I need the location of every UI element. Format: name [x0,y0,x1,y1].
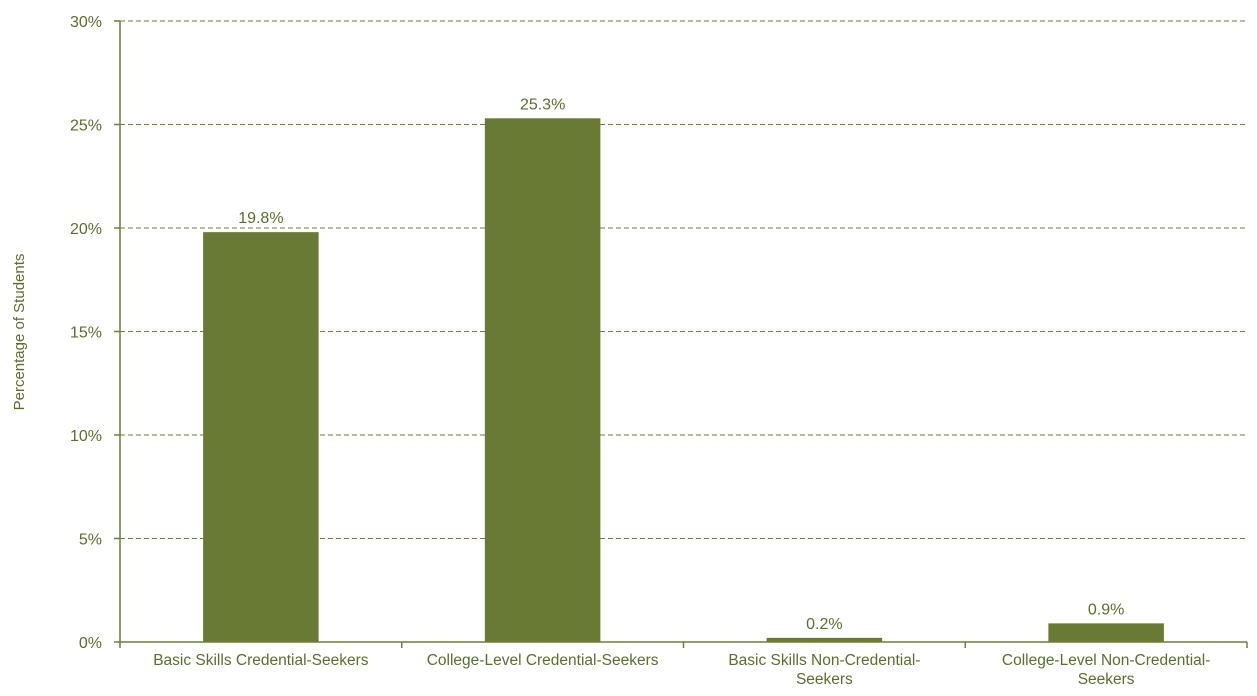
labels: 0% 5% 10% 15% 20% 25% 30% 19.8% Basic Skills Cre… [70,14,1210,688]
y-tick-label: 15% [70,325,102,342]
data-label: 25.3% [520,96,565,113]
y-axis-title: Percentage of Students [11,254,28,411]
y-tick-label: 30% [70,14,102,31]
category-label: College-Level Credential-Seekers [427,652,659,669]
bars [203,118,1164,643]
y-tick-label: 25% [70,118,102,135]
bar [203,232,319,642]
data-label: 19.8% [238,210,283,227]
bar [484,118,601,643]
y-tick-label: 0% [79,635,102,652]
bar [766,637,883,642]
y-tick-label: 10% [70,428,102,445]
category-label: College-Level Non-Credential-Seekers [1002,652,1211,688]
bar [1048,623,1164,642]
y-tick-label: 5% [79,532,102,549]
data-label: 0.2% [806,616,842,633]
category-label: Basic Skills Credential-Seekers [153,652,369,669]
axes [114,20,1248,648]
y-tick-label: 20% [70,221,102,238]
category-label: Basic Skills Non-Credential-Seekers [728,652,920,688]
data-label: 0.9% [1088,601,1124,618]
